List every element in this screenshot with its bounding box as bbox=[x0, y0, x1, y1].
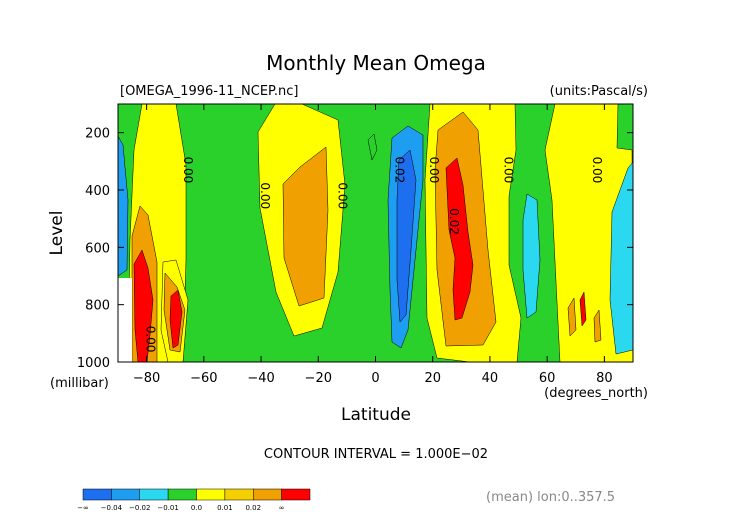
x-axis: −80 −60 −40 −20 0 20 40 60 80 bbox=[133, 104, 613, 386]
colorbar-swatch bbox=[139, 488, 169, 501]
file-label: [OMEGA_1996-11_NCEP.nc] bbox=[120, 84, 298, 99]
contour-label: 0.00 bbox=[335, 182, 349, 209]
colorbar-swatch bbox=[196, 488, 226, 501]
contour-label: 0.00 bbox=[590, 157, 604, 184]
contour-label: 0.00 bbox=[258, 182, 272, 209]
colorbar-label: 0.02 bbox=[245, 504, 261, 512]
x-axis-unit: (degrees_north) bbox=[544, 386, 648, 401]
colorbar-swatch bbox=[281, 488, 311, 501]
region-cyan bbox=[522, 193, 541, 319]
contour-interval: CONTOUR INTERVAL = 1.000E−02 bbox=[264, 447, 488, 462]
colorbar-label: −∞ bbox=[77, 504, 89, 512]
plot-area bbox=[117, 103, 634, 363]
region-orange bbox=[282, 146, 329, 307]
y-axis: 200 400 600 800 1000 bbox=[77, 127, 633, 371]
contour-label: 0.02 bbox=[393, 157, 407, 184]
x-tick-label: 40 bbox=[482, 371, 499, 386]
x-tick-label: −60 bbox=[190, 371, 217, 386]
contour-label: 0.00 bbox=[181, 157, 195, 184]
x-tick-label: −80 bbox=[133, 371, 160, 386]
x-tick-label: −20 bbox=[305, 371, 332, 386]
region-orange bbox=[593, 309, 602, 343]
colorbar-label: 0.0 bbox=[191, 504, 202, 512]
region-red bbox=[579, 291, 587, 327]
x-tick-label: 0 bbox=[371, 371, 379, 386]
chart-title: Monthly Mean Omega bbox=[266, 51, 486, 75]
y-axis-unit: (millibar) bbox=[50, 376, 109, 391]
region-orange bbox=[567, 297, 577, 337]
colorbar-swatch bbox=[167, 488, 197, 501]
contour-label: 0.02 bbox=[447, 208, 461, 235]
colorbar-swatch bbox=[111, 488, 140, 501]
region-red bbox=[445, 157, 474, 321]
colorbar: −∞ −0.04 −0.02 −0.01 0.0 0.01 0.02 ∞ bbox=[77, 488, 311, 512]
colorbar-swatch bbox=[253, 488, 282, 501]
y-tick-label: 800 bbox=[85, 299, 110, 314]
colorbar-label: ∞ bbox=[279, 504, 285, 512]
x-axis-label: Latitude bbox=[341, 405, 411, 425]
contour-label: 0.00 bbox=[144, 326, 158, 353]
region-red bbox=[169, 289, 183, 349]
region-blue bbox=[396, 149, 417, 323]
y-tick-label: 400 bbox=[85, 184, 110, 199]
contour-labels: 0.00 0.00 0.00 0.02 0.00 0.02 0.00 0.00 0.00 bbox=[144, 157, 604, 353]
region-green-small bbox=[367, 133, 378, 161]
x-tick-label: 60 bbox=[539, 371, 556, 386]
y-axis-label: Level bbox=[47, 211, 67, 256]
y-tick-label: 600 bbox=[85, 241, 110, 256]
contour-label: 0.00 bbox=[501, 157, 515, 184]
y-tick-label: 1000 bbox=[77, 356, 110, 371]
region-red bbox=[133, 249, 154, 363]
mean-note: (mean) lon:0..357.5 bbox=[486, 490, 615, 505]
contour-label: 0.00 bbox=[427, 157, 441, 184]
x-tick-label: 80 bbox=[596, 371, 613, 386]
colorbar-label: 0.01 bbox=[217, 504, 233, 512]
units-label: (units:Pascal/s) bbox=[550, 84, 648, 99]
colorbar-label: −0.01 bbox=[157, 504, 178, 512]
colorbar-swatch bbox=[82, 488, 112, 501]
colorbar-label: −0.04 bbox=[101, 504, 123, 512]
colorbar-swatch bbox=[224, 488, 254, 501]
x-tick-label: 20 bbox=[424, 371, 441, 386]
missing-data-area bbox=[118, 278, 132, 362]
x-tick-label: −40 bbox=[247, 371, 274, 386]
y-tick-label: 200 bbox=[85, 127, 110, 142]
colorbar-label: −0.02 bbox=[129, 504, 150, 512]
